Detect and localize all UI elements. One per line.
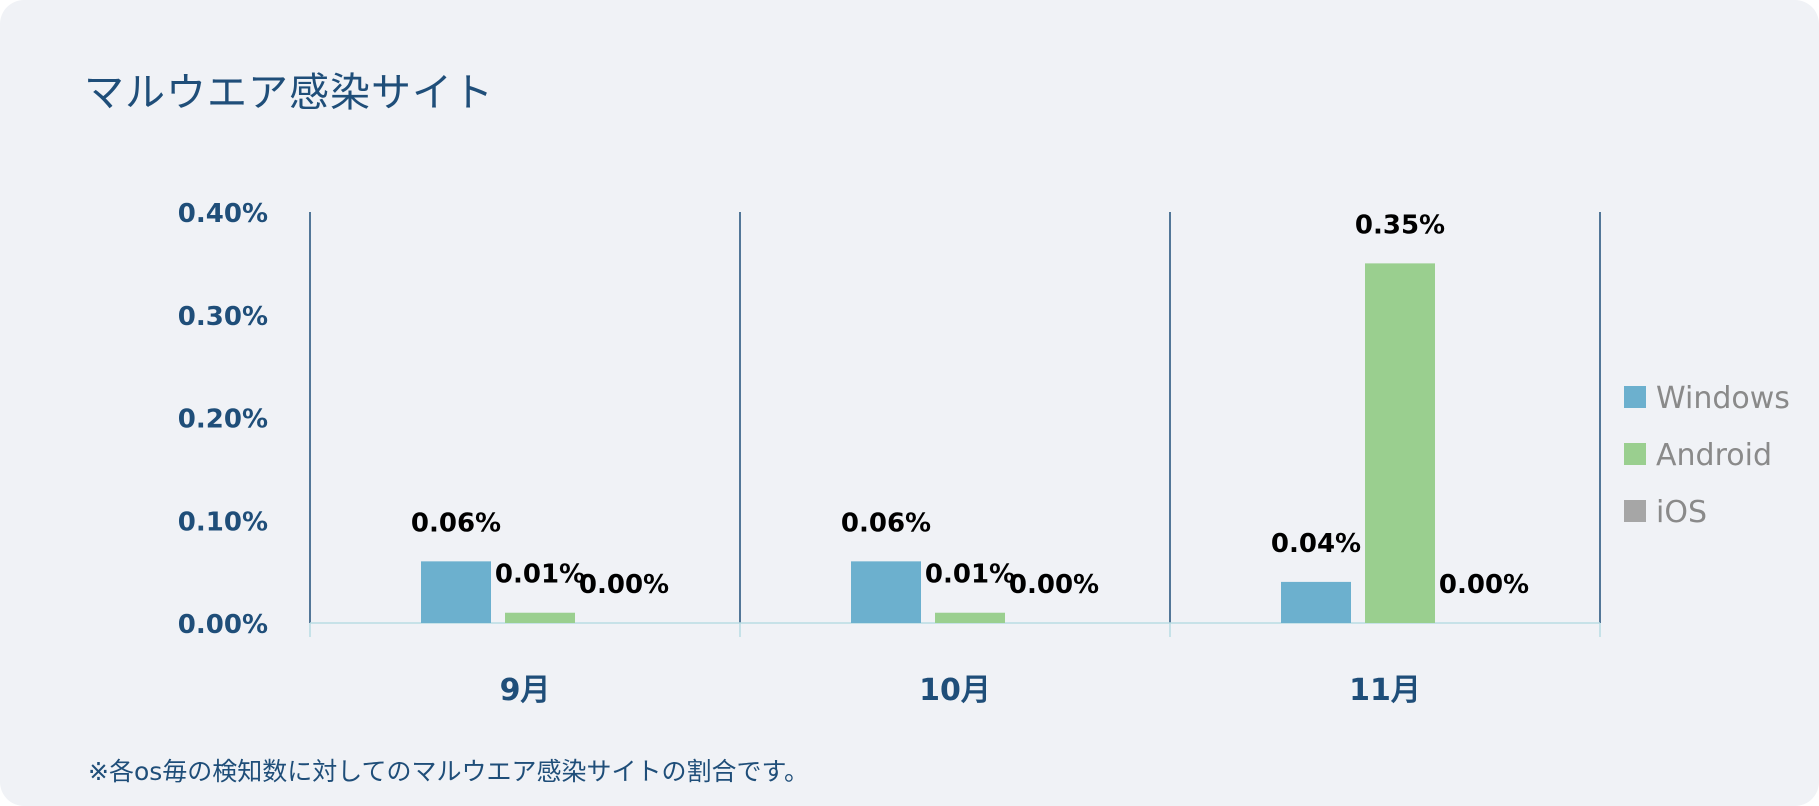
legend-label-windows: Windows — [1656, 381, 1790, 416]
y-axis-tick-label: 0.40% — [178, 199, 268, 229]
x-axis-tick-labels: 9月 10月 11月 — [500, 673, 1421, 708]
legend-swatch-windows — [1624, 386, 1646, 408]
legend-swatch-ios — [1624, 500, 1646, 522]
x-axis-tick-label: 11月 — [1349, 673, 1421, 708]
bar-android — [1365, 263, 1435, 623]
group-dividers — [309, 212, 1601, 637]
chart-title: マルウエア感染サイト — [84, 70, 494, 116]
data-label-android: 0.01% — [495, 560, 585, 590]
bar-windows — [1281, 581, 1351, 623]
y-axis-tick-label: 0.10% — [178, 507, 268, 537]
bar-windows — [421, 561, 491, 623]
legend-label-ios: iOS — [1656, 495, 1707, 530]
x-axis-tick-label: 10月 — [919, 673, 991, 708]
data-label-windows: 0.06% — [841, 508, 931, 538]
y-axis-tick-label: 0.30% — [178, 302, 268, 332]
data-label-android: 0.01% — [925, 560, 1015, 590]
data-label-ios: 0.00% — [579, 570, 669, 600]
legend-label-android: Android — [1656, 438, 1772, 473]
legend: Windows Android iOS — [1624, 381, 1790, 530]
bars — [421, 263, 1435, 623]
bar-android — [505, 612, 575, 623]
legend-swatch-android — [1624, 443, 1646, 465]
y-axis-tick-label: 0.00% — [178, 610, 268, 640]
data-labels: 0.06%0.01%0.00%0.06%0.01%0.00%0.04%0.35%… — [411, 210, 1529, 600]
bar-android — [935, 612, 1005, 623]
data-label-windows: 0.04% — [1271, 529, 1361, 559]
data-label-ios: 0.00% — [1439, 570, 1529, 600]
y-axis-tick-labels: 0.00% 0.10% 0.20% 0.30% 0.40% — [178, 199, 268, 640]
data-label-android: 0.35% — [1355, 210, 1445, 240]
bar-windows — [851, 561, 921, 623]
data-label-windows: 0.06% — [411, 508, 501, 538]
x-axis-tick-label: 9月 — [500, 673, 551, 708]
footnote: ※各os毎の検知数に対してのマルウエア感染サイトの割合です。 — [88, 757, 810, 786]
y-axis-tick-label: 0.20% — [178, 405, 268, 435]
data-label-ios: 0.00% — [1009, 570, 1099, 600]
